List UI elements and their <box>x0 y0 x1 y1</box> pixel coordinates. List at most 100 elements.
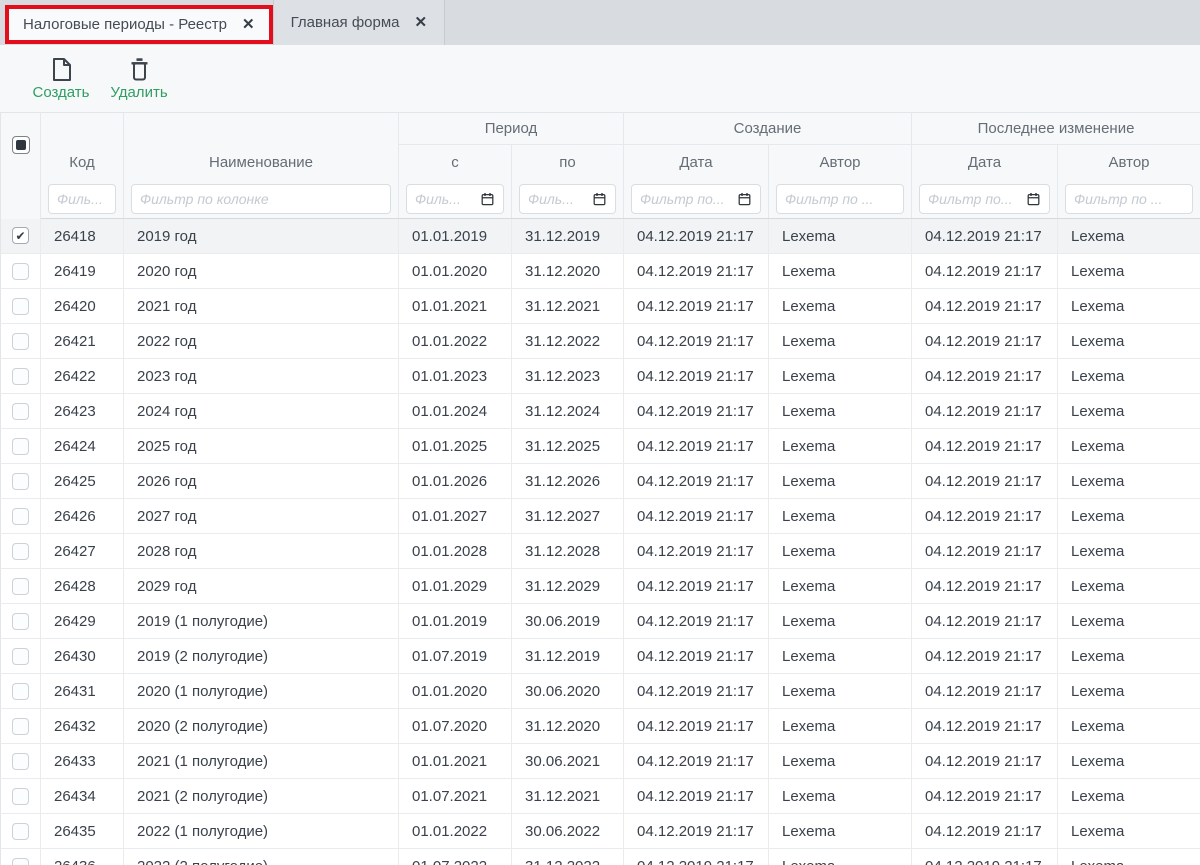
cell-period-to: 31.12.2022 <box>511 323 624 359</box>
column-header-name[interactable]: Наименование <box>123 112 399 181</box>
row-checkbox[interactable] <box>12 647 29 665</box>
filter-created-author-input[interactable] <box>785 191 895 208</box>
row-checkbox[interactable] <box>12 332 29 350</box>
row-checkbox[interactable] <box>12 717 29 735</box>
column-header-created-date[interactable]: Дата <box>623 144 769 181</box>
cell-period-to: 31.12.2023 <box>511 358 624 394</box>
row-checkbox[interactable] <box>12 367 29 385</box>
cell-period-from: 01.07.2022 <box>398 848 512 865</box>
cell-created-author: Lexema <box>768 638 912 674</box>
column-header-to[interactable]: по <box>511 144 624 181</box>
table-row[interactable]: 26426 2027 год 01.01.2027 31.12.2027 04.… <box>0 498 1200 534</box>
cell-created-author: Lexema <box>768 393 912 429</box>
table-row[interactable]: 26419 2020 год 01.01.2020 31.12.2020 04.… <box>0 253 1200 289</box>
row-checkbox[interactable] <box>12 297 29 315</box>
column-header-modified-date[interactable]: Дата <box>911 144 1058 181</box>
cell-created-author: Lexema <box>768 603 912 639</box>
row-checkbox[interactable] <box>12 402 29 420</box>
row-checkbox[interactable] <box>12 857 29 865</box>
tab-tax-periods-registry[interactable]: Налоговые периоды - Реестр ✕ <box>9 9 269 40</box>
column-header-created-author[interactable]: Автор <box>768 144 912 181</box>
calendar-icon[interactable] <box>480 191 495 207</box>
table-row[interactable]: ✔ 26418 2019 год 01.01.2019 31.12.2019 0… <box>0 218 1200 254</box>
delete-button[interactable]: Удалить <box>110 57 168 101</box>
table-row[interactable]: 26431 2020 (1 полугодие) 01.01.2020 30.0… <box>0 673 1200 709</box>
row-checkbox[interactable] <box>12 682 29 700</box>
cell-name: 2026 год <box>123 463 399 499</box>
row-checkbox-cell <box>0 673 41 709</box>
row-checkbox[interactable] <box>12 507 29 525</box>
row-checkbox[interactable] <box>12 472 29 490</box>
table-row[interactable]: 26432 2020 (2 полугодие) 01.07.2020 31.1… <box>0 708 1200 744</box>
table-row[interactable]: 26434 2021 (2 полугодие) 01.07.2021 31.1… <box>0 778 1200 814</box>
filter-to-input[interactable] <box>528 191 589 208</box>
table-row[interactable]: 26422 2023 год 01.01.2023 31.12.2023 04.… <box>0 358 1200 394</box>
cell-created-author: Lexema <box>768 848 912 865</box>
row-checkbox-cell <box>0 568 41 604</box>
cell-created-author: Lexema <box>768 778 912 814</box>
close-icon[interactable]: ✕ <box>242 16 255 33</box>
cell-period-from: 01.01.2020 <box>398 673 512 709</box>
table-row[interactable]: 26433 2021 (1 полугодие) 01.01.2021 30.0… <box>0 743 1200 779</box>
filter-from-input[interactable] <box>415 191 477 208</box>
group-header-last-change: Последнее изменение <box>911 112 1200 145</box>
cell-modified-author: Lexema <box>1057 323 1200 359</box>
calendar-icon[interactable] <box>592 191 607 207</box>
column-header-code[interactable]: Код <box>40 112 124 181</box>
cell-code: 26425 <box>40 463 124 499</box>
cell-modified-date: 04.12.2019 21:17 <box>911 673 1058 709</box>
row-checkbox[interactable] <box>12 262 29 280</box>
filter-created-date <box>631 184 761 215</box>
row-checkbox[interactable] <box>12 612 29 630</box>
row-checkbox-cell <box>0 463 41 499</box>
column-header-from[interactable]: с <box>398 144 512 181</box>
cell-period-to: 31.12.2021 <box>511 778 624 814</box>
cell-created-date: 04.12.2019 21:17 <box>623 813 769 849</box>
row-checkbox[interactable] <box>12 787 29 805</box>
table-row[interactable]: 26436 2022 (2 полугодие) 01.07.2022 31.1… <box>0 848 1200 865</box>
row-checkbox[interactable]: ✔ <box>12 227 29 245</box>
cell-created-date: 04.12.2019 21:17 <box>623 428 769 464</box>
cell-created-date: 04.12.2019 21:17 <box>623 253 769 289</box>
row-checkbox[interactable] <box>12 752 29 770</box>
create-button[interactable]: Создать <box>32 57 90 101</box>
close-icon[interactable]: ✕ <box>414 14 428 31</box>
row-checkbox[interactable] <box>12 542 29 560</box>
cell-created-author: Lexema <box>768 218 912 254</box>
column-header-modified-author[interactable]: Автор <box>1057 144 1200 181</box>
cell-period-from: 01.07.2021 <box>398 778 512 814</box>
row-checkbox[interactable] <box>12 822 29 840</box>
cell-period-from: 01.01.2027 <box>398 498 512 534</box>
table-row[interactable]: 26420 2021 год 01.01.2021 31.12.2021 04.… <box>0 288 1200 324</box>
filter-name-input[interactable] <box>140 191 382 208</box>
cell-name: 2022 (1 полугодие) <box>123 813 399 849</box>
filter-modified-date-input[interactable] <box>928 191 1023 208</box>
cell-period-from: 01.07.2019 <box>398 638 512 674</box>
row-checkbox[interactable] <box>12 437 29 455</box>
tax-periods-table: Код Наименование Период Создание Последн… <box>0 112 1200 865</box>
select-all-checkbox[interactable] <box>11 136 30 154</box>
tab-label: Главная форма <box>290 14 400 31</box>
table-row[interactable]: 26429 2019 (1 полугодие) 01.01.2019 30.0… <box>0 603 1200 639</box>
filter-modified-author-input[interactable] <box>1074 191 1185 208</box>
cell-code: 26436 <box>40 848 124 865</box>
tab-main-form[interactable]: Главная форма ✕ <box>272 0 446 45</box>
cell-period-to: 31.12.2026 <box>511 463 624 499</box>
filter-created-date-input[interactable] <box>640 191 734 208</box>
table-row[interactable]: 26428 2029 год 01.01.2029 31.12.2029 04.… <box>0 568 1200 604</box>
cell-modified-author: Lexema <box>1057 568 1200 604</box>
calendar-icon[interactable] <box>737 191 752 207</box>
table-row[interactable]: 26435 2022 (1 полугодие) 01.01.2022 30.0… <box>0 813 1200 849</box>
table-row[interactable]: 26423 2024 год 01.01.2024 31.12.2024 04.… <box>0 393 1200 429</box>
filter-code-input[interactable] <box>57 191 107 208</box>
row-checkbox[interactable] <box>12 577 29 595</box>
cell-name: 2023 год <box>123 358 399 394</box>
calendar-icon[interactable] <box>1026 191 1041 207</box>
table-row[interactable]: 26425 2026 год 01.01.2026 31.12.2026 04.… <box>0 463 1200 499</box>
cell-name: 2021 (1 полугодие) <box>123 743 399 779</box>
row-checkbox-cell <box>0 288 41 324</box>
table-row[interactable]: 26421 2022 год 01.01.2022 31.12.2022 04.… <box>0 323 1200 359</box>
table-row[interactable]: 26427 2028 год 01.01.2028 31.12.2028 04.… <box>0 533 1200 569</box>
table-row[interactable]: 26430 2019 (2 полугодие) 01.07.2019 31.1… <box>0 638 1200 674</box>
table-row[interactable]: 26424 2025 год 01.01.2025 31.12.2025 04.… <box>0 428 1200 464</box>
